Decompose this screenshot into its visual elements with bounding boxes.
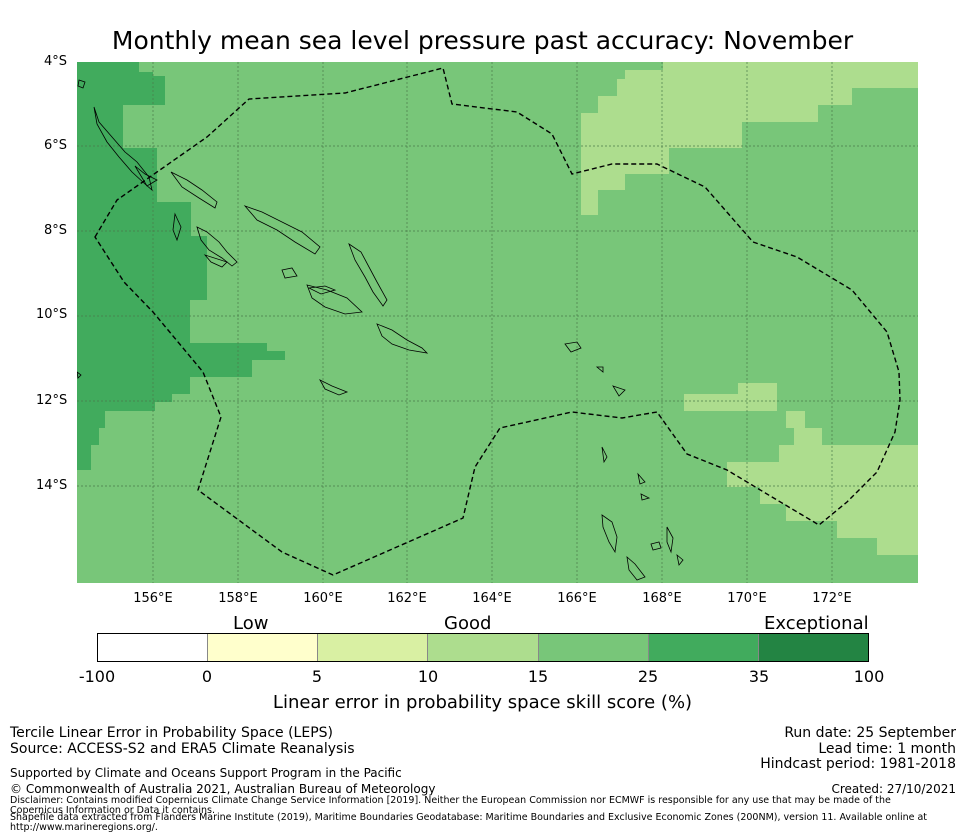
graticule: [77, 62, 918, 583]
low-skill-region-southeast: [727, 411, 918, 555]
colorbar-segment: [648, 634, 759, 661]
chart-title: Monthly mean sea level pressure past acc…: [111, 26, 854, 55]
colorbar-tick: 15: [527, 667, 549, 686]
colorbar-category-good: Good: [444, 613, 492, 634]
supported-by-text: Supported by Climate and Oceans Support …: [10, 766, 402, 780]
colorbar-segment: [758, 634, 868, 661]
low-skill-region-northeast: [581, 62, 918, 215]
lon-tick-label: 156°E: [133, 591, 173, 606]
colorbar-segment: [538, 634, 649, 661]
colorbar-segment: [98, 634, 209, 661]
colorbar-tick: -100: [78, 667, 116, 686]
lat-tick-label: 10°S: [36, 307, 68, 322]
lat-tick-label: 4°S: [44, 54, 68, 69]
coastlines: [77, 79, 684, 581]
hindcast-period-text: Hindcast period: 1981-2018: [760, 756, 956, 772]
low-skill-region-southeast: [684, 383, 777, 411]
lon-tick-label: 168°E: [642, 591, 682, 606]
colorbar-segment: [208, 634, 319, 661]
disclaimer-text: Disclaimer: Contains modified Copernicus…: [10, 795, 891, 816]
run-date-text: Run date: 25 September: [784, 725, 956, 741]
colorbar-tick: 5: [311, 667, 323, 686]
lon-tick-label: 160°E: [303, 591, 343, 606]
eez-boundary: [94, 67, 901, 576]
lat-tick-label: 14°S: [36, 478, 68, 493]
colorbar-tick: 0: [201, 667, 213, 686]
colorbar-segment: [318, 634, 429, 661]
lon-tick-label: 172°E: [812, 591, 852, 606]
high-skill-region-west: [77, 62, 285, 470]
copyright-text: © Commonwealth of Australia 2021, Austra…: [10, 782, 436, 796]
lon-tick-label: 158°E: [218, 591, 258, 606]
lat-tick-label: 12°S: [36, 393, 68, 408]
lat-tick-label: 6°S: [44, 138, 68, 153]
lon-tick-label: 162°E: [387, 591, 427, 606]
shapefile-credit-text: Shapefile data extracted from Flanders M…: [10, 812, 928, 833]
lead-time-text: Lead time: 1 month: [818, 741, 956, 757]
colorbar-tick: 10: [417, 667, 439, 686]
colorbar-category-low: Low: [233, 613, 269, 634]
colorbar-tick: 100: [853, 667, 885, 686]
lat-tick-label: 8°S: [44, 223, 68, 238]
colorbar-tick: 35: [748, 667, 770, 686]
source-text: Source: ACCESS-S2 and ERA5 Climate Reana…: [10, 741, 355, 757]
colorbar-category-exceptional: Exceptional: [764, 613, 869, 634]
skill-map: [77, 62, 918, 583]
lon-tick-label: 170°E: [727, 591, 767, 606]
colorbar-tick: 25: [637, 667, 659, 686]
lon-tick-label: 164°E: [472, 591, 512, 606]
created-date-text: Created: 27/10/2021: [831, 782, 956, 796]
lon-tick-label: 166°E: [557, 591, 597, 606]
method-text: Tercile Linear Error in Probability Spac…: [10, 725, 333, 741]
colorbar-segment: [428, 634, 539, 661]
colorbar-title: Linear error in probability space skill …: [272, 692, 693, 713]
colorbar: [97, 633, 869, 662]
